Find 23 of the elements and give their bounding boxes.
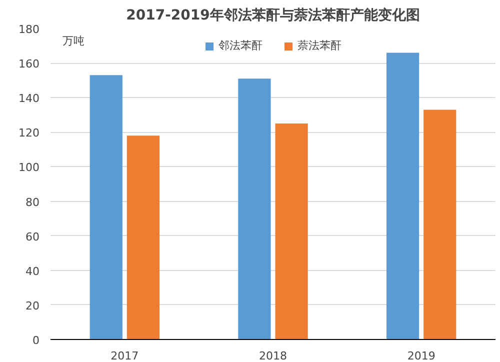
legend-label: 萘法苯酐: [298, 38, 342, 53]
y-tick-label: 0: [32, 334, 40, 347]
x-tick-label: 2017: [110, 350, 139, 362]
bar: [90, 75, 122, 340]
bar: [126, 136, 160, 340]
y-tick-label: 20: [26, 299, 40, 312]
bar: [275, 124, 308, 340]
y-tick-label: 40: [26, 264, 40, 278]
bar: [238, 78, 271, 340]
y-tick-label: 80: [26, 196, 40, 209]
legend-label: 邻法苯酐: [218, 38, 262, 53]
bar: [386, 52, 420, 340]
y-tick-label: 160: [18, 58, 40, 71]
x-tick-label: 2018: [259, 350, 288, 362]
y-axis-title: 万吨: [62, 34, 84, 48]
y-tick-label: 60: [26, 230, 40, 244]
y-tick-label: 140: [18, 92, 40, 106]
chart-title: 2017-2019年邻法苯酐与萘法苯酐产能变化图: [126, 6, 420, 24]
x-tick-label: 2019: [407, 350, 436, 362]
y-tick-label: 100: [18, 161, 40, 174]
y-tick-label: 120: [18, 126, 40, 140]
bar: [424, 110, 456, 340]
y-tick-label: 180: [18, 23, 40, 36]
